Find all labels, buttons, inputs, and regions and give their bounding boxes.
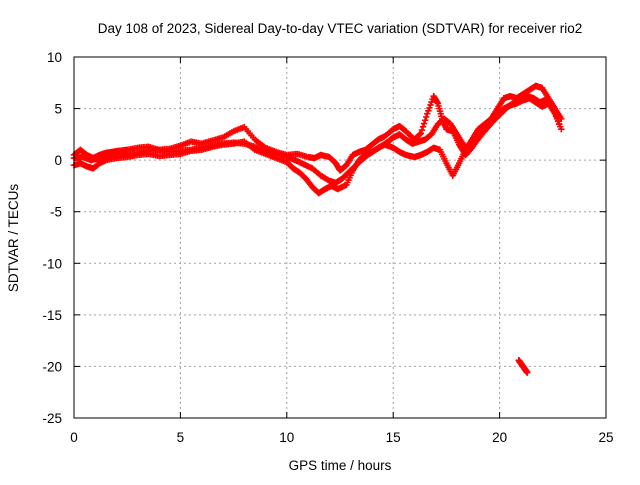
data-point xyxy=(558,126,565,133)
data-point xyxy=(549,102,556,109)
data-point xyxy=(550,105,558,112)
x-tick-label: 15 xyxy=(386,430,401,445)
x-tick-label: 25 xyxy=(598,430,613,445)
x-tick-label: 5 xyxy=(177,430,185,445)
y-tick-label: 0 xyxy=(54,153,62,168)
data-point xyxy=(418,126,426,134)
chart-title: Day 108 of 2023, Sidereal Day-to-day VTE… xyxy=(98,21,582,36)
data-point xyxy=(555,120,563,128)
y-tick-label: 10 xyxy=(47,50,62,65)
grid xyxy=(74,57,606,418)
y-axis-label: SDTVAR / TECUs xyxy=(6,184,21,293)
y-tick-label: 5 xyxy=(54,102,62,117)
x-tick-label: 0 xyxy=(70,430,78,445)
data-point xyxy=(420,120,428,127)
data-point xyxy=(421,117,429,124)
x-tick-label: 20 xyxy=(492,430,507,445)
axis-ticks: 0 5 10 15 20 25 -25 -20 -15 -10 -5 0 5 10 xyxy=(42,50,613,445)
data-point xyxy=(552,111,560,118)
data-point xyxy=(554,117,562,125)
data-point xyxy=(548,101,555,108)
plot-points xyxy=(70,82,565,376)
y-tick-label: -5 xyxy=(50,205,62,220)
data-point xyxy=(422,113,430,121)
data-point xyxy=(551,108,559,115)
data-point xyxy=(524,369,531,376)
data-point xyxy=(553,114,561,122)
x-tick-label: 10 xyxy=(279,430,294,445)
x-axis-label: GPS time / hours xyxy=(289,458,392,473)
y-tick-label: -25 xyxy=(42,411,62,426)
data-point xyxy=(417,130,425,137)
y-tick-label: -10 xyxy=(42,256,62,271)
data-point xyxy=(419,123,427,130)
plot-frame xyxy=(73,56,607,419)
y-tick-label: -20 xyxy=(42,359,62,374)
y-tick-label: -15 xyxy=(42,308,62,323)
data-point xyxy=(416,131,423,138)
